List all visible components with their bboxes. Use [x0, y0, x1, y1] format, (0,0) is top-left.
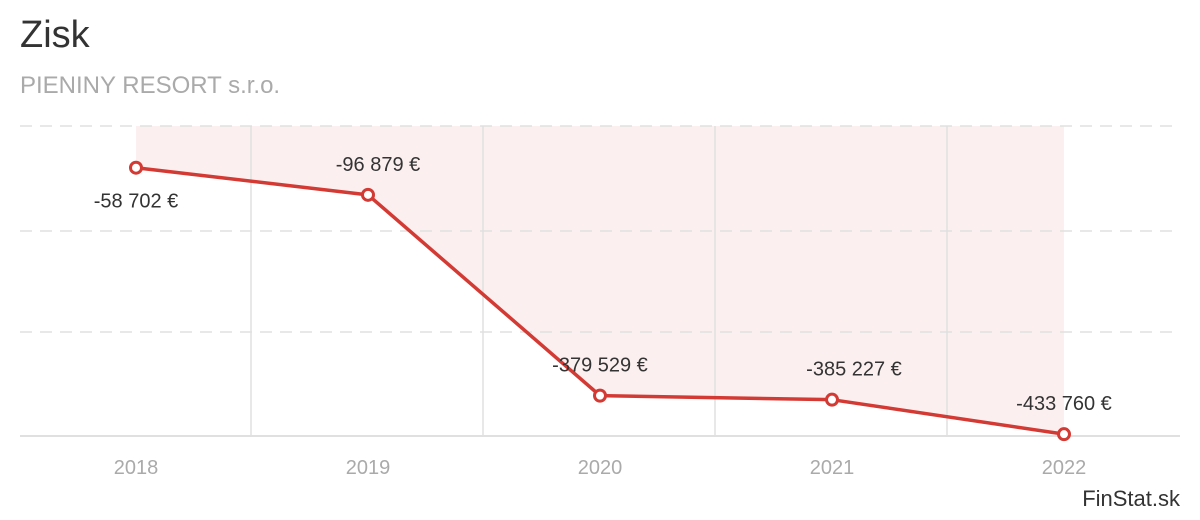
x-tick-label: 2019 [346, 457, 391, 479]
x-tick-label: 2022 [1042, 457, 1087, 479]
area-fill [136, 126, 1064, 435]
data-point [361, 187, 375, 202]
data-point [825, 392, 839, 407]
chart-subtitle: PIENINY RESORT s.r.o. [20, 72, 281, 99]
finstat-brand-link[interactable]: FinStat.sk [1082, 486, 1180, 511]
data-point [1057, 427, 1071, 442]
x-tick-label: 2021 [810, 457, 855, 479]
data-label: -58 702 € [94, 191, 179, 213]
x-tick-label: 2020 [578, 457, 623, 479]
data-label: -96 879 € [336, 154, 421, 176]
chart-title: Zisk [20, 14, 90, 56]
data-point [593, 388, 607, 403]
data-label: -385 227 € [806, 359, 902, 381]
data-point [129, 160, 143, 175]
x-tick-label: 2018 [114, 457, 159, 479]
data-label: -433 760 € [1016, 393, 1112, 415]
data-label: -379 529 € [552, 355, 648, 377]
